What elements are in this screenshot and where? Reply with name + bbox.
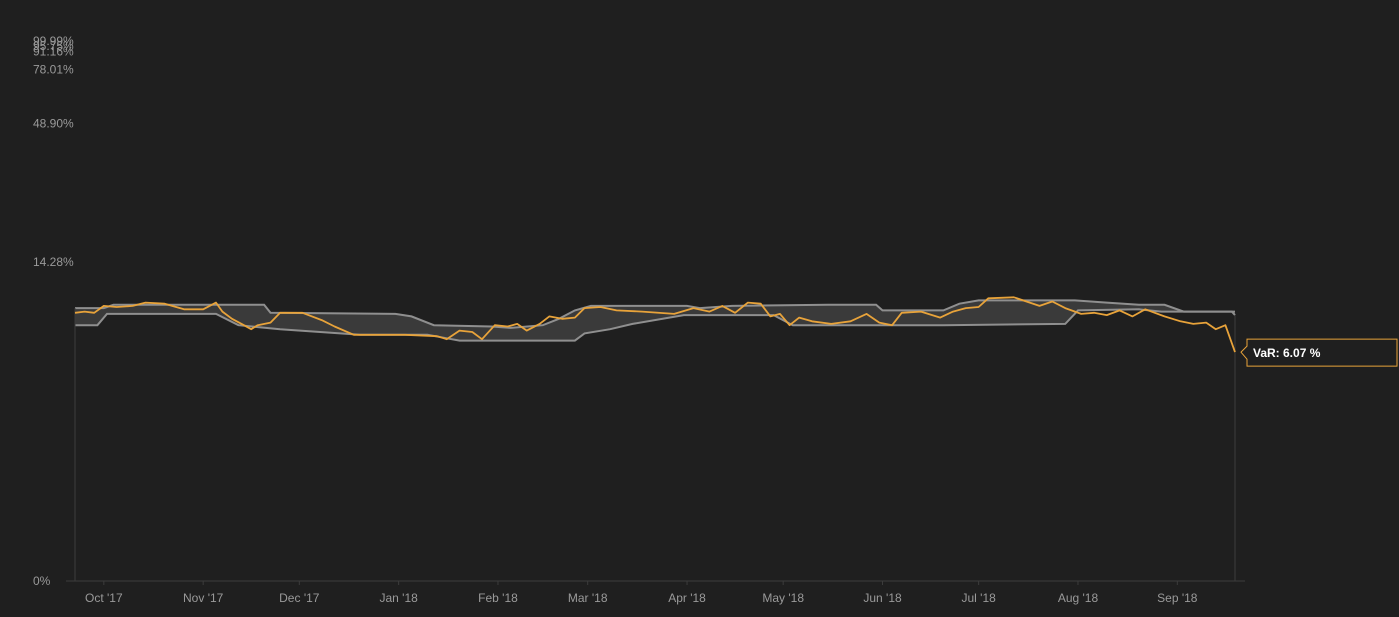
x-tick-label: Aug '18 (1058, 591, 1099, 605)
x-tick-label: Dec '17 (279, 591, 320, 605)
x-tick-label: Oct '17 (85, 591, 123, 605)
x-tick-label: Jan '18 (379, 591, 418, 605)
var-callout-box (1240, 338, 1398, 367)
y-tick-label: 95.75% (33, 39, 74, 53)
x-tick-label: Jul '18 (961, 591, 996, 605)
y-tick-label: 99.99% (33, 34, 74, 48)
y-tick-label: 91.16% (33, 45, 74, 59)
y-tick-label: 48.90% (33, 116, 74, 130)
x-tick-label: Feb '18 (478, 591, 518, 605)
var-callout-label: VaR: 6.07 % (1253, 346, 1321, 360)
band-lower-line (75, 308, 1235, 342)
x-tick-label: Mar '18 (568, 591, 608, 605)
x-tick-label: Apr '18 (668, 591, 706, 605)
band-upper-line (75, 299, 1236, 329)
var-series-line-0 (74, 296, 1236, 353)
y-tick-label: 78.01% (33, 63, 74, 77)
x-tick-label: Nov '17 (183, 591, 224, 605)
y-tick-label: 0% (33, 574, 51, 588)
x-tick-label: Sep '18 (1157, 591, 1198, 605)
y-tick-label: 14.28% (33, 255, 74, 269)
x-tick-label: Jun '18 (863, 591, 902, 605)
x-tick-label: May '18 (762, 591, 804, 605)
